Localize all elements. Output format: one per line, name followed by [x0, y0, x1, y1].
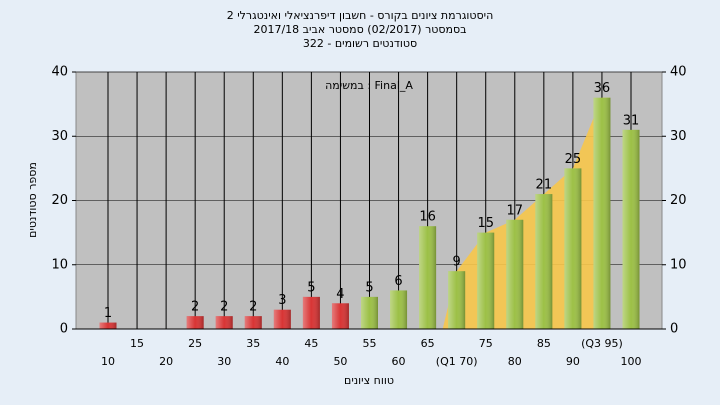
- bar-shade: [186, 316, 204, 329]
- bar-shade: [361, 296, 378, 329]
- y-tick-label: 0: [60, 322, 68, 337]
- x-tick-label: 55: [363, 337, 377, 350]
- data-label: 15: [477, 216, 494, 231]
- y2-tick-label: 30: [670, 129, 687, 144]
- y2-tick-label: 40: [670, 65, 687, 80]
- x-tick-label: 20: [159, 355, 173, 368]
- chart-subtitle: בסמסטר (02/2017) סמסטר אביב 2017/18: [253, 23, 466, 36]
- data-label: 5: [365, 280, 373, 295]
- bar-shade: [564, 168, 582, 329]
- x-tick-label: 90: [566, 355, 580, 368]
- y2-tick-label: 20: [670, 193, 687, 208]
- bar-shade: [535, 194, 553, 329]
- bar-shade: [448, 271, 466, 329]
- data-label: 36: [594, 81, 611, 96]
- bar-shade: [273, 309, 291, 329]
- x-tick-label: 35: [246, 337, 260, 350]
- chart-subtitle: סטודנטים רשומים - 322: [303, 37, 417, 50]
- data-label: 17: [507, 203, 524, 218]
- data-label: 16: [419, 210, 436, 225]
- x-tick-label: 100: [621, 355, 642, 368]
- data-label: 31: [623, 113, 640, 128]
- data-label: 21: [536, 178, 553, 193]
- y2-tick-label: 10: [670, 257, 687, 272]
- bar-shade: [506, 219, 524, 329]
- data-label: 3: [278, 293, 286, 308]
- x-tick-label: 85: [537, 337, 551, 350]
- chart-title: היסטוגרמת ציונים בקורס - חשבון דיפרנציאל…: [227, 9, 494, 22]
- bar-shade: [331, 303, 349, 329]
- bar-shade: [99, 322, 117, 329]
- y-tick-label: 10: [51, 257, 68, 272]
- x-tick-label: 40: [275, 355, 289, 368]
- x-tick-label: 30: [217, 355, 231, 368]
- x-tick-label: 65: [421, 337, 435, 350]
- data-label: 2: [220, 300, 228, 315]
- bar-shade: [419, 226, 437, 329]
- x-tick-label: 50: [333, 355, 347, 368]
- x-tick-label: 60: [392, 355, 406, 368]
- y-tick-label: 40: [51, 65, 68, 80]
- x-tick-label: 80: [508, 355, 522, 368]
- bar-shade: [622, 129, 640, 329]
- data-label: 2: [191, 300, 199, 315]
- y-tick-label: 30: [51, 129, 68, 144]
- bar-shade: [244, 316, 262, 329]
- y2-tick-label: 0: [670, 322, 678, 337]
- bar-shade: [593, 97, 611, 329]
- data-label: 25: [565, 152, 582, 167]
- x-tick-label: 15: [130, 337, 144, 350]
- data-label: 6: [394, 274, 402, 289]
- data-label: 1: [104, 306, 112, 321]
- data-label: 4: [336, 287, 344, 302]
- x-tick-label: (Q3 95): [581, 337, 623, 350]
- data-label: 2: [249, 300, 257, 315]
- bar-shade: [390, 290, 408, 329]
- bar-shade: [215, 316, 233, 329]
- data-label: 9: [453, 255, 461, 270]
- bar-shade: [477, 232, 495, 329]
- x-tick-label: 10: [101, 355, 115, 368]
- x-tick-label: 75: [479, 337, 493, 350]
- x-tick-label: 45: [304, 337, 318, 350]
- y-axis-label: מספר סטודנטים: [26, 162, 39, 238]
- x-tick-label: (Q1 70): [436, 355, 478, 368]
- x-tick-label: 25: [188, 337, 202, 350]
- y-tick-label: 20: [51, 193, 68, 208]
- data-label: 5: [307, 280, 315, 295]
- x-axis-label: טווח ציונים: [344, 374, 394, 387]
- bar-shade: [302, 296, 320, 329]
